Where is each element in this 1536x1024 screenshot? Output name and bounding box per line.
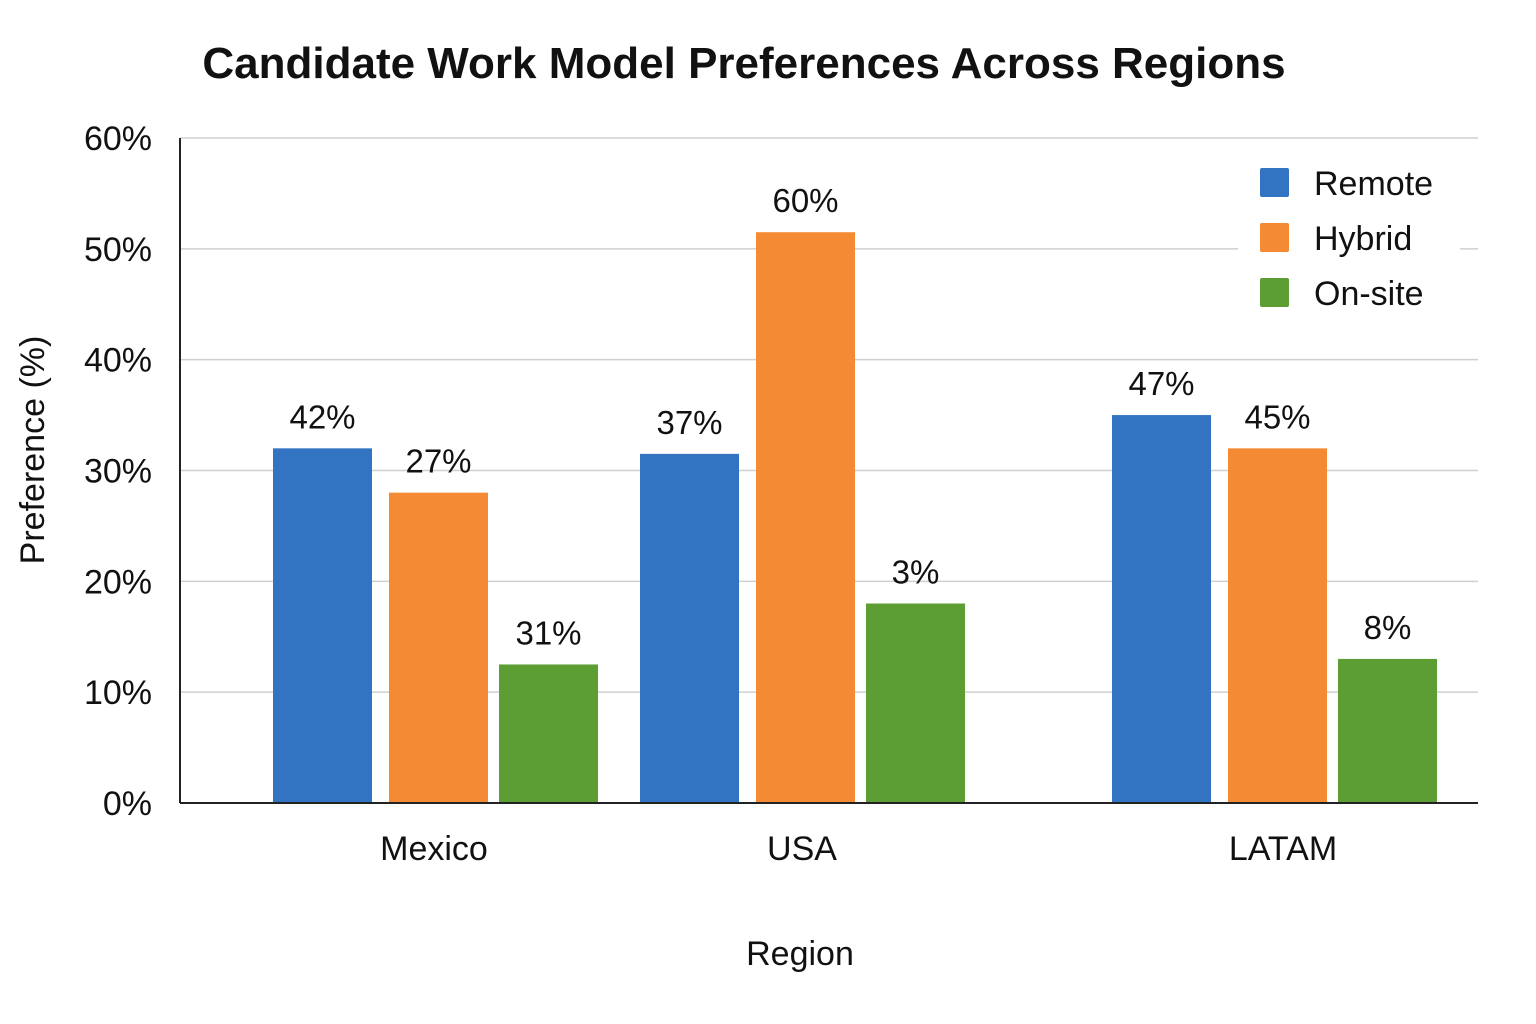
legend: Remote Hybrid On-site — [1238, 158, 1460, 326]
bar-on-site-latam — [1338, 658, 1437, 803]
legend-swatch — [1260, 223, 1289, 252]
data-labels: 42% 37% 47% 27% 60% 45% 31% 3% 8% — [289, 182, 1411, 651]
y-tick-label: 10% — [84, 674, 152, 712]
legend-label: Hybrid — [1314, 220, 1412, 258]
y-axis-ticks: 0% 10% 20% 30% 40% 50% 60% — [84, 120, 152, 823]
bar-remote-mexico — [273, 448, 372, 803]
legend-swatch — [1260, 278, 1289, 307]
y-tick-label: 50% — [84, 231, 152, 269]
data-label: 60% — [772, 182, 838, 219]
x-axis-categories: Mexico USA LATAM — [380, 830, 1337, 868]
data-label: 45% — [1244, 398, 1310, 435]
x-tick-label: USA — [767, 830, 837, 868]
y-tick-label: 30% — [84, 453, 152, 491]
legend-swatch — [1260, 168, 1289, 197]
data-label: 42% — [289, 398, 355, 435]
bars — [273, 232, 1437, 804]
x-tick-label: LATAM — [1229, 830, 1337, 868]
data-label: 37% — [656, 404, 722, 441]
legend-label: On-site — [1314, 275, 1424, 313]
bar-remote-usa — [640, 453, 739, 803]
y-axis-label: Preference (%) — [14, 336, 52, 565]
data-label: 8% — [1364, 609, 1412, 646]
y-tick-label: 0% — [103, 785, 152, 823]
bar-hybrid-mexico — [389, 492, 488, 803]
bar-hybrid-usa — [756, 232, 855, 804]
bar-hybrid-latam — [1228, 448, 1327, 803]
legend-label: Remote — [1314, 165, 1433, 203]
data-label: 27% — [405, 443, 471, 480]
data-label: 3% — [892, 554, 940, 591]
x-axis-label: Region — [746, 935, 854, 973]
y-tick-label: 20% — [84, 563, 152, 601]
bar-on-site-usa — [866, 603, 965, 803]
data-label: 47% — [1128, 365, 1194, 402]
y-tick-label: 60% — [84, 120, 152, 158]
bar-remote-latam — [1112, 415, 1211, 803]
x-tick-label: Mexico — [380, 830, 488, 868]
bar-on-site-mexico — [499, 664, 598, 803]
y-tick-label: 40% — [84, 342, 152, 380]
chart-title: Candidate Work Model Preferences Across … — [202, 39, 1285, 88]
data-label: 31% — [515, 614, 581, 651]
